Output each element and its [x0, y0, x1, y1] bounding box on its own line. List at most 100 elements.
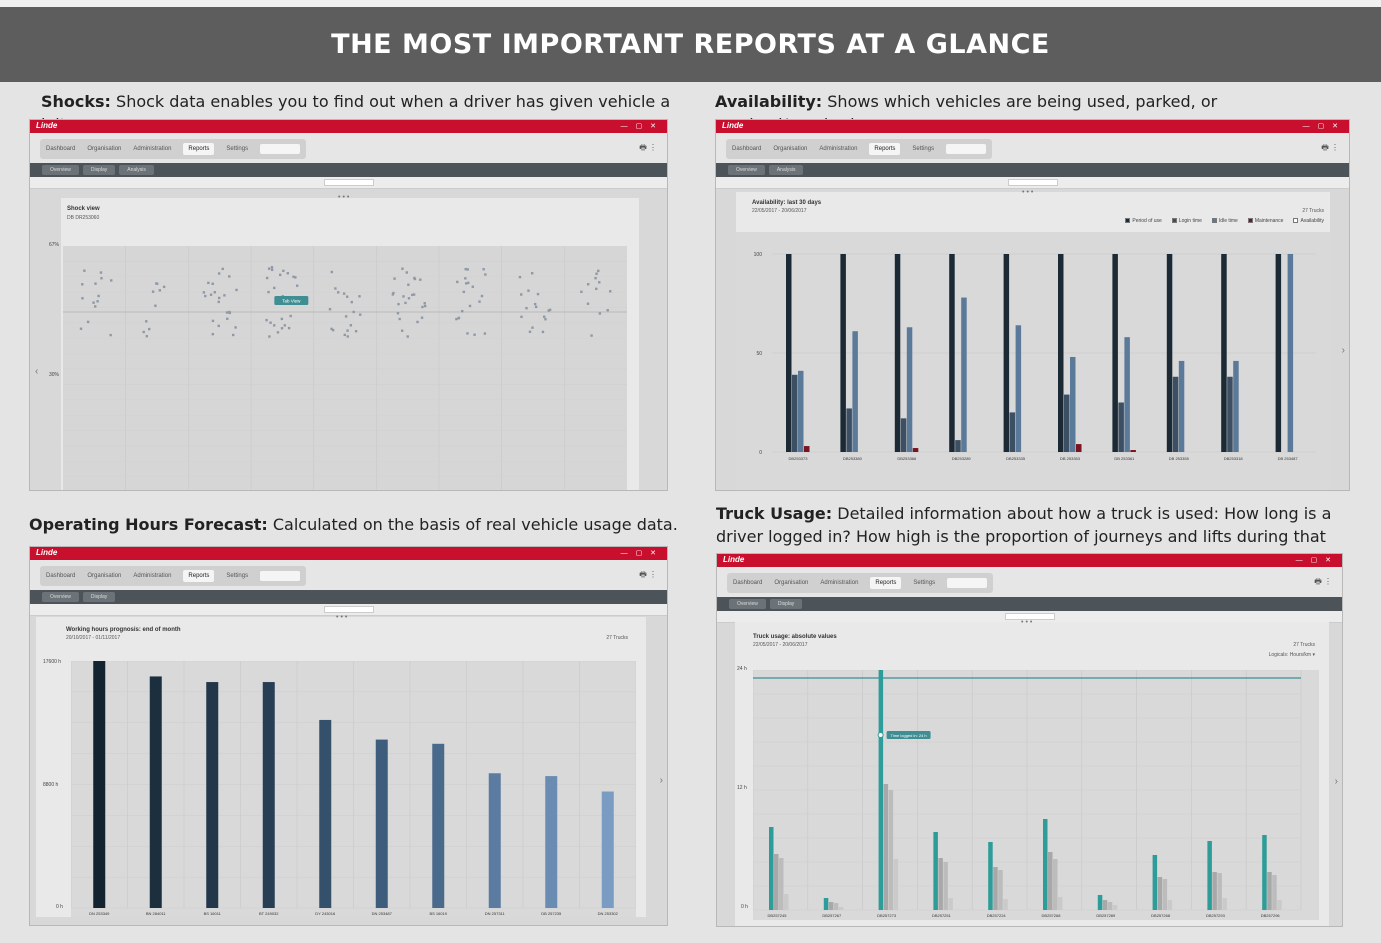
nav-item-dashboard[interactable]: Dashboard	[46, 573, 76, 579]
shock-point	[94, 282, 97, 285]
bar-logged-in	[1043, 819, 1048, 910]
shock-point	[286, 272, 290, 275]
nav-item-reports[interactable]: Reports	[870, 577, 902, 589]
pager-dots[interactable]: •••	[1022, 189, 1036, 196]
search-input[interactable]	[947, 578, 988, 588]
shock-point	[520, 293, 523, 296]
shock-point	[265, 318, 268, 322]
nav-item-settings[interactable]: Settings	[913, 580, 936, 586]
shock-point	[147, 327, 151, 331]
search-input[interactable]	[260, 571, 301, 581]
chevron-right-icon[interactable]: ›	[1341, 345, 1345, 356]
shock-point	[235, 288, 238, 292]
toolbar-dropdown[interactable]	[1007, 179, 1058, 186]
toolbar-dropdown[interactable]	[1004, 613, 1055, 620]
bar-other	[948, 898, 953, 910]
nav-item-settings[interactable]: Settings	[226, 146, 249, 152]
tab-analysis[interactable]: Analysis	[768, 165, 804, 175]
nav-item-organisation[interactable]: Organisation	[87, 573, 122, 579]
window-controls[interactable]: — ▢ ✕	[620, 123, 659, 130]
bar-idle-time	[1287, 254, 1294, 452]
window-controls[interactable]: — ▢ ✕	[620, 550, 659, 557]
pager-dots[interactable]: •••	[1021, 619, 1035, 626]
nav-item-administration[interactable]: Administration	[819, 146, 858, 152]
window-controls[interactable]: — ▢ ✕	[1302, 123, 1341, 130]
toolbar-dropdown[interactable]	[323, 606, 374, 613]
shock-point	[211, 319, 215, 323]
bar-login-time	[1172, 376, 1179, 452]
y-label-top: 67%	[49, 242, 60, 248]
nav-item-organisation[interactable]: Organisation	[773, 146, 808, 152]
tooltip-text: Time logged in: 24 h	[891, 733, 927, 738]
x-tick-label: DY 243016	[315, 911, 336, 916]
chart-legend: Period of use Login time Idle time Maintena…	[1125, 218, 1324, 224]
app-titlebar: Linde — ▢ ✕	[717, 554, 1342, 567]
tab-overview[interactable]: Overview	[728, 165, 765, 175]
pager-dots[interactable]: •••	[338, 194, 352, 201]
print-icon[interactable]: 🖶 ⋮	[1321, 143, 1339, 152]
y-label-mid: 8800 h	[43, 782, 59, 788]
shock-point	[405, 271, 409, 274]
nav-item-organisation[interactable]: Organisation	[774, 580, 809, 586]
truck-count: 27 Trucks	[1302, 208, 1324, 214]
tab-display[interactable]: Display	[769, 599, 803, 609]
availability-screenshot: Linde — ▢ ✕ Dashboard Organisation Administ…	[715, 119, 1350, 491]
legend-item[interactable]: Idle time	[1211, 218, 1238, 224]
subnav-tabs: Overview Display Analysis	[42, 165, 154, 175]
shock-point	[419, 278, 422, 281]
tab-overview[interactable]: Overview	[729, 599, 766, 609]
tab-analysis[interactable]: Analysis	[119, 165, 154, 175]
nav-item-administration[interactable]: Administration	[133, 146, 172, 152]
shock-point	[595, 272, 598, 275]
window-controls[interactable]: — ▢ ✕	[1295, 557, 1334, 564]
bar-other	[893, 859, 899, 910]
toolbar-dropdown[interactable]	[323, 179, 374, 186]
tab-display[interactable]: Display	[82, 165, 116, 175]
shock-point	[162, 285, 166, 289]
nav-item-dashboard[interactable]: Dashboard	[733, 580, 763, 586]
unit-dropdown[interactable]: Logicals: Hours/km ▾	[1268, 652, 1315, 658]
tab-display[interactable]: Display	[82, 592, 116, 602]
forecast-bar	[601, 791, 614, 908]
availability-caption-label: Availability:	[715, 92, 823, 111]
search-input[interactable]	[946, 144, 987, 154]
print-icon[interactable]: 🖶 ⋮	[639, 570, 657, 579]
nav-item-administration[interactable]: Administration	[133, 573, 172, 579]
shock-point	[217, 296, 221, 300]
nav-item-reports[interactable]: Reports	[183, 143, 215, 155]
legend-item[interactable]: Login time	[1171, 218, 1202, 224]
nav-item-settings[interactable]: Settings	[226, 573, 249, 579]
legend-item[interactable]: Maintenance	[1247, 218, 1283, 224]
tab-overview[interactable]: Overview	[42, 165, 79, 175]
search-input[interactable]	[260, 144, 301, 154]
x-tick-label: DN 253349	[89, 911, 110, 916]
shock-point	[350, 300, 353, 304]
nav-menu: Dashboard Organisation Administration Repor…	[726, 139, 993, 159]
nav-item-organisation[interactable]: Organisation	[87, 146, 122, 152]
nav-item-reports[interactable]: Reports	[869, 143, 901, 155]
chevron-right-icon[interactable]: ›	[1334, 776, 1338, 787]
print-icon[interactable]: 🖶 ⋮	[1314, 577, 1332, 586]
nav-item-dashboard[interactable]: Dashboard	[46, 146, 76, 152]
nav-item-settings[interactable]: Settings	[912, 146, 935, 152]
nav-menu: Dashboard Organisation Administration Repor…	[40, 139, 307, 159]
bar-logged-in	[1152, 855, 1158, 910]
print-icon[interactable]: 🖶 ⋮	[639, 143, 657, 152]
chevron-left-icon[interactable]: ‹	[35, 366, 39, 377]
bar-login-time	[846, 408, 852, 452]
nav-item-administration[interactable]: Administration	[820, 580, 859, 586]
legend-item[interactable]: Period of use	[1125, 218, 1162, 224]
forecast-bar	[375, 739, 388, 908]
tab-overview[interactable]: Overview	[42, 592, 79, 602]
subnav-tabs: Overview Display	[729, 599, 803, 609]
x-tick-label: DB257267	[822, 913, 842, 918]
shock-point	[226, 317, 229, 321]
nav-item-dashboard[interactable]: Dashboard	[732, 146, 762, 152]
chevron-right-icon[interactable]: ›	[659, 775, 663, 786]
x-tick-label: BN 284011	[146, 911, 166, 916]
nav-item-reports[interactable]: Reports	[183, 570, 215, 582]
legend-item[interactable]: Availability	[1293, 218, 1324, 224]
shock-point	[534, 305, 538, 309]
pager-dots[interactable]: •••	[336, 614, 350, 621]
shock-point	[464, 277, 467, 280]
